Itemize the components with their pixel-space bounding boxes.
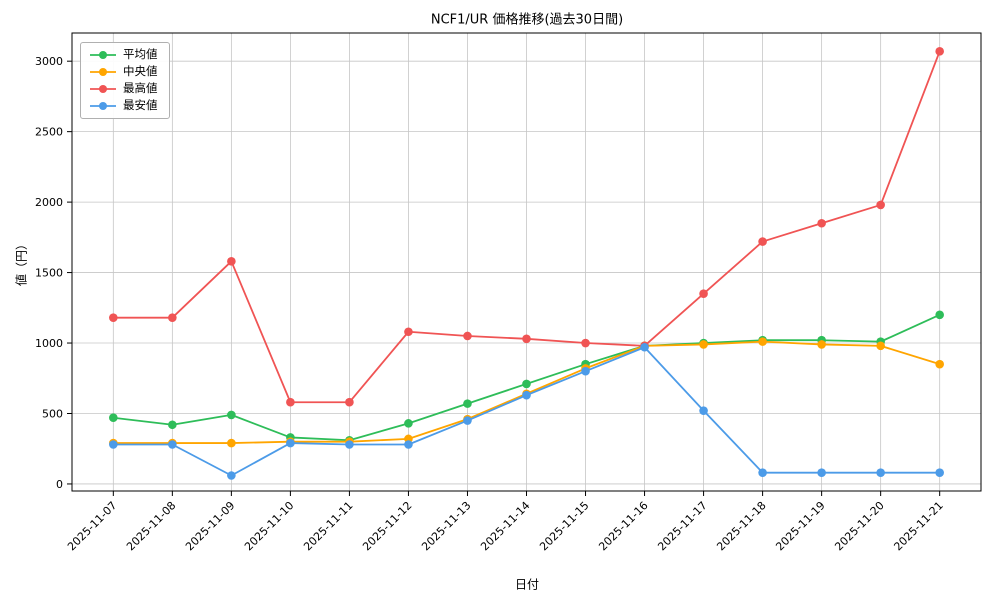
data-point-min [286,438,295,448]
legend-marker-min [90,102,116,110]
y-tick-label: 3000 [35,55,63,68]
gridlines [72,33,981,491]
data-point-min [935,468,944,477]
data-point-max [109,313,118,322]
x-tick-label: 2025-11-17 [655,499,709,553]
data-point-mean [935,310,944,320]
data-point-max [581,338,590,348]
data-point-min [404,440,413,449]
x-tick-label: 2025-11-10 [242,499,296,553]
data-point-max [876,200,885,210]
data-point-min [699,406,708,415]
legend-dot [99,51,107,59]
tick-marks [67,60,941,496]
data-point-mean [522,379,531,389]
x-tick-label: 2025-11-20 [832,499,886,553]
data-point-min [109,440,118,449]
data-point-max [935,47,944,56]
data-point-mean [463,399,472,408]
data-point-max [522,334,531,344]
y-tick-label: 1500 [35,267,63,280]
legend: 平均値中央値最高値最安値 [80,42,170,119]
y-tick-label: 1000 [35,337,63,350]
data-point-min [640,342,649,352]
x-tick-label: 2025-11-08 [124,499,178,553]
data-point-max [168,313,177,322]
data-point-median [935,359,944,369]
x-tick-label: 2025-11-07 [65,499,119,553]
y-tick-label: 500 [42,407,63,420]
legend-item-min: 最安値 [89,100,158,112]
legend-dot [99,85,107,93]
data-point-max [699,289,708,299]
x-tick-label: 2025-11-15 [537,499,591,553]
y-axis-label: 値（円） [14,237,29,287]
series-max [109,47,944,407]
data-point-max [463,331,472,341]
data-point-min [581,366,590,376]
data-point-median [817,340,826,349]
x-tick-label: 2025-11-21 [891,499,945,553]
legend-dot [99,68,107,76]
legend-marker-mean [90,51,116,59]
legend-label-median: 中央値 [123,64,158,79]
legend-label-max: 最高値 [123,81,158,96]
data-point-max [345,397,354,407]
data-point-min [345,440,354,449]
data-point-max [286,397,295,407]
chart-title: NCF1/UR 価格推移(過去30日間) [430,12,624,28]
data-point-max [758,237,767,246]
x-tick-label: 2025-11-19 [773,499,827,553]
legend-item-mean: 平均値 [89,49,158,61]
data-point-median [699,340,708,349]
data-point-mean [168,420,177,430]
legend-label-mean: 平均値 [123,47,158,62]
x-tick-label: 2025-11-11 [301,499,355,553]
data-point-min [876,468,885,477]
data-point-max [817,218,826,228]
legend-marker-median [90,68,116,76]
x-tick-label: 2025-11-14 [478,499,532,553]
y-tick-label: 2000 [35,196,63,209]
data-point-min [227,471,236,480]
x-tick-label: 2025-11-18 [714,499,768,553]
x-tick-label: 2025-11-16 [596,499,650,553]
data-point-median [227,438,236,448]
data-point-mean [109,413,118,423]
data-point-mean [227,410,236,420]
data-point-max [404,327,413,337]
legend-dot [99,102,107,110]
data-point-median [758,337,767,346]
data-point-min [168,440,177,449]
y-tick-label: 0 [56,478,63,491]
y-tick-label: 2500 [35,126,63,139]
series-min [109,342,944,480]
x-axis-label: 日付 [514,577,540,592]
x-tick-label: 2025-11-12 [360,499,414,553]
data-point-min [817,468,826,477]
data-point-min [522,390,531,400]
data-point-mean [404,419,413,428]
x-tick-label: 2025-11-13 [419,499,473,553]
x-tick-label: 2025-11-09 [183,499,237,553]
data-point-min [463,416,472,425]
data-point-median [876,341,885,351]
data-point-min [758,468,767,477]
legend-item-max: 最高値 [89,83,158,95]
data-point-max [227,256,236,266]
legend-item-median: 中央値 [89,66,158,78]
legend-label-min: 最安値 [123,98,158,113]
legend-marker-max [90,85,116,93]
